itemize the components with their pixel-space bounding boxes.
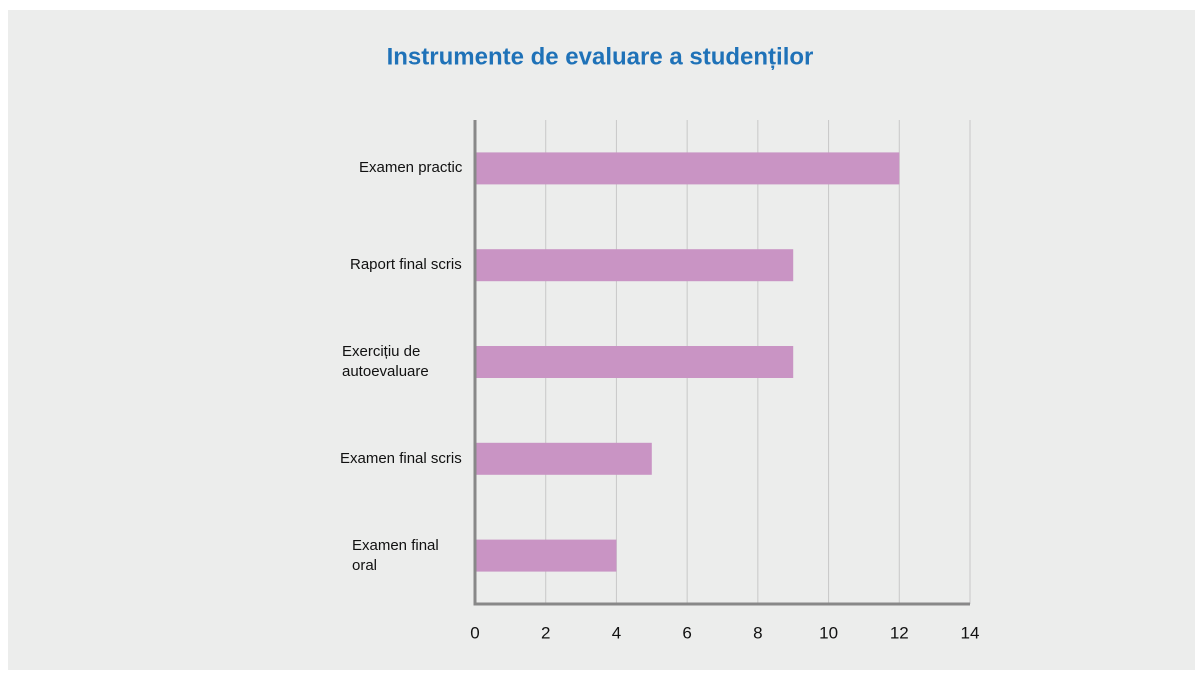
bar	[475, 249, 794, 282]
y-tick-label: Raport final scris	[350, 256, 462, 274]
chart-title: Instrumente de evaluare a studenților	[387, 43, 814, 70]
y-tick-label: Examen final oral	[352, 536, 439, 574]
y-tick-label: Examen final scris	[340, 449, 462, 467]
x-tick-label: 10	[819, 623, 838, 642]
x-tick-label: 4	[612, 623, 621, 642]
y-tick-label: Examen practic	[359, 159, 463, 177]
bar	[475, 346, 794, 378]
x-tick-label: 8	[753, 623, 762, 642]
x-tick-label: 0	[470, 623, 479, 642]
y-tick-label: Exercițiu de autoevaluare	[342, 343, 429, 380]
bar	[475, 442, 652, 475]
x-tick-label: 6	[682, 623, 691, 642]
x-tick-label: 12	[890, 623, 909, 642]
bar	[475, 152, 900, 185]
x-tick-label: 2	[541, 623, 550, 642]
x-tick-label: 14	[961, 623, 980, 642]
bar	[475, 539, 617, 572]
